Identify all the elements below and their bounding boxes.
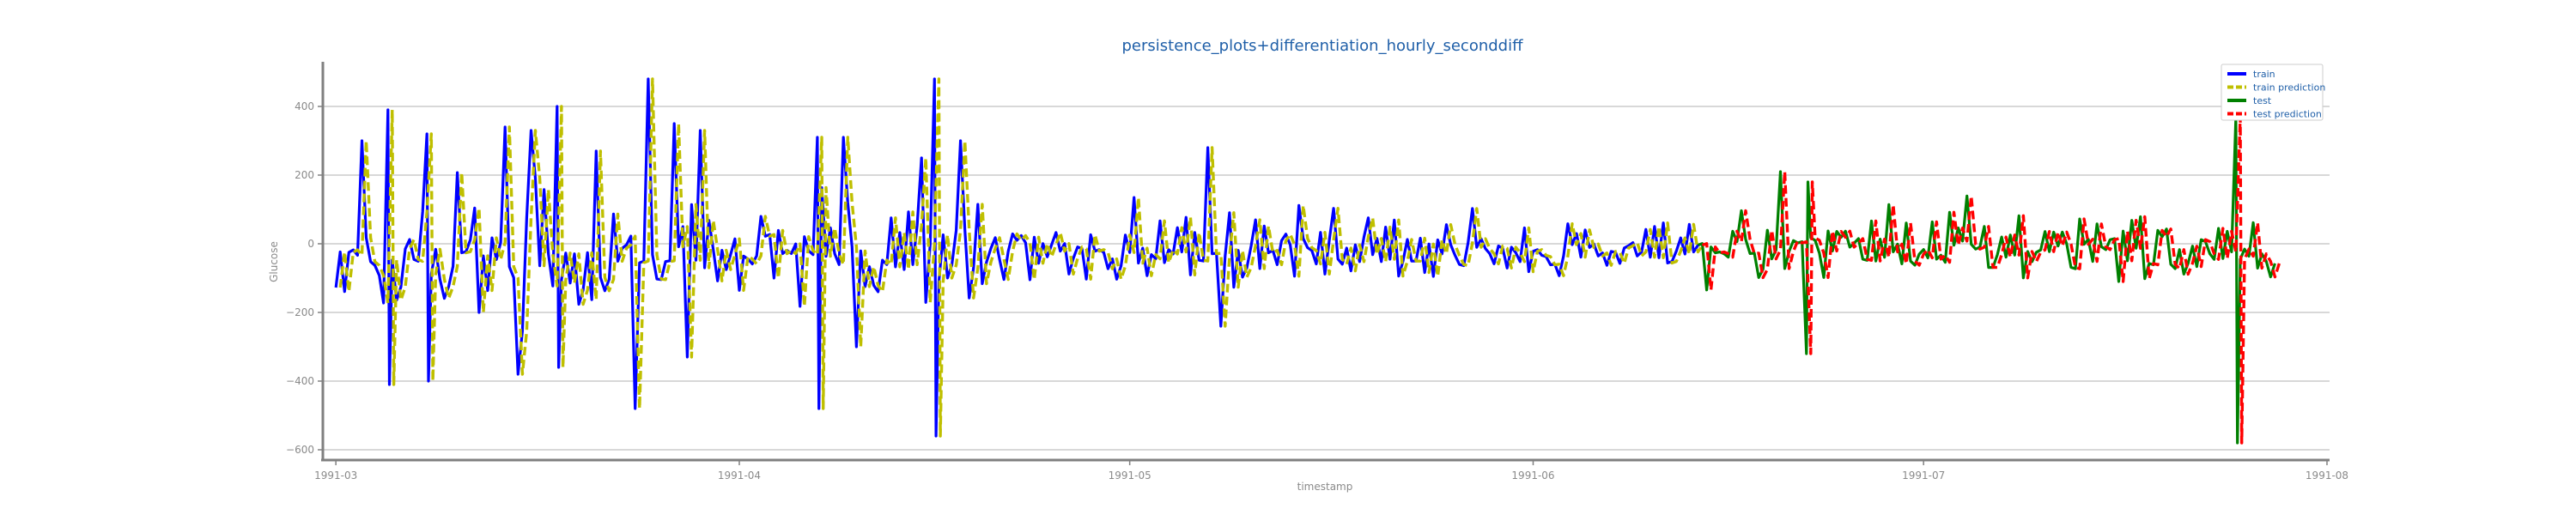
legend-label: test prediction [2253,109,2322,120]
x-tick-label: 1991-04 [718,470,761,482]
x-tick-label: 1991-05 [1109,470,1151,482]
x-tick-label: 1991-03 [314,470,357,482]
x-tick-label: 1991-07 [1902,470,1945,482]
y-tick-label: 200 [295,169,314,181]
x-tick-label: 1991-06 [1511,470,1554,482]
y-axis-label: Glucose [268,241,280,282]
y-tick-label: −400 [286,375,314,387]
legend-label: test [2253,95,2272,106]
series-line-test [1697,115,2276,445]
series-line-train [334,77,1704,438]
y-tick-label: −200 [286,306,314,318]
y-tick-label: 400 [295,100,314,112]
x-tick-label: 1991-08 [2306,470,2348,482]
series-line-train-prediction [338,77,1708,438]
x-axis-label: timestamp [1297,481,1353,493]
y-tick-label: −600 [286,444,314,456]
series-layer [334,77,2281,445]
y-tick-label: 0 [307,238,314,250]
y-axis-ticks: −600 −400 −200 0 200 400 [286,100,323,456]
chart-title: persistence_plots+differentiation_hourly… [1122,37,1524,55]
legend-label: train [2253,69,2275,80]
legend-label: train prediction [2253,82,2325,94]
legend-box [2221,64,2324,121]
series-line-test-prediction [1701,115,2281,445]
x-axis-ticks: 1991-03 1991-04 1991-05 1991-06 1991-07 1991-… [314,460,2348,482]
